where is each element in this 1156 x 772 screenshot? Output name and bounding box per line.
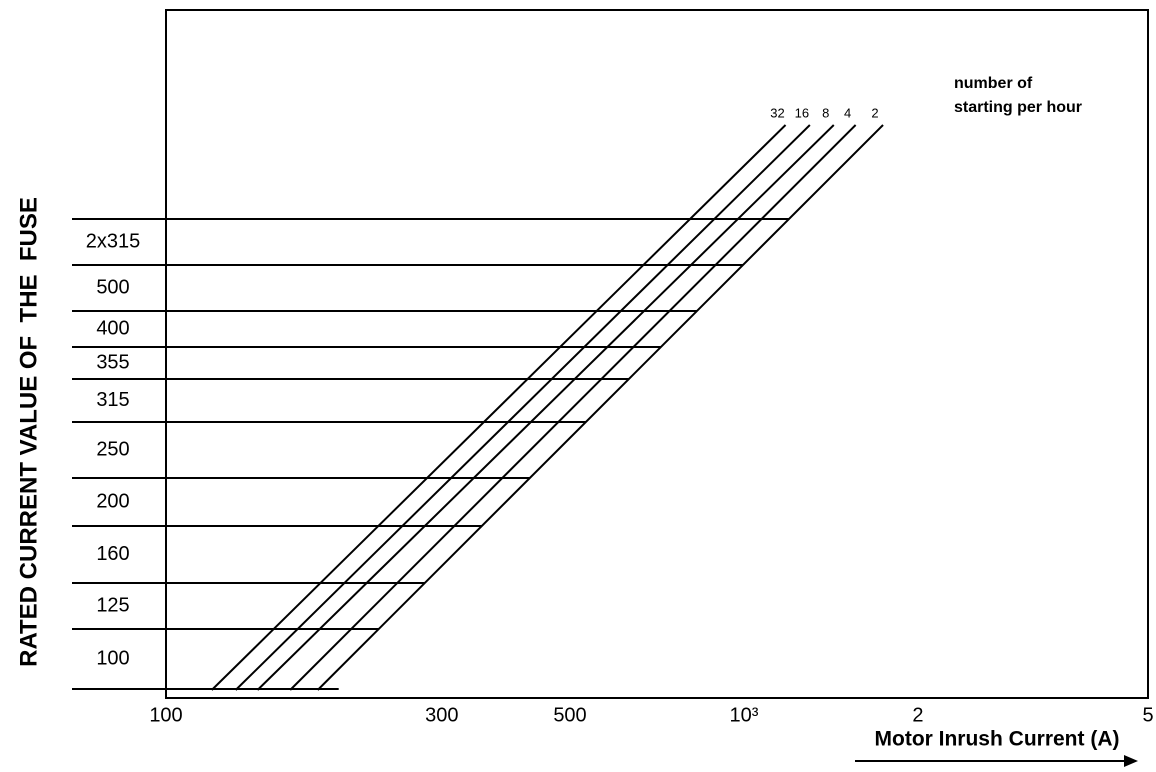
y-category-label: 250 (96, 438, 129, 460)
series-line (234, 124, 811, 691)
legend-title: starting per hour (954, 99, 1082, 116)
y-category-label: 355 (96, 351, 129, 373)
x-tick-label: 5 (1142, 704, 1153, 726)
arrow-head (1124, 755, 1138, 767)
series-label: 2 (871, 105, 878, 120)
x-tick-label: 2 (912, 704, 923, 726)
plot-frame (165, 9, 1149, 699)
y-category-label: 125 (96, 594, 129, 616)
y-category-label: 160 (96, 543, 129, 565)
series-line (316, 124, 884, 691)
x-axis-title: Motor Inrush Current (A) (875, 728, 1120, 751)
y-category-label: 2x315 (86, 230, 141, 252)
y-category-label: 500 (96, 276, 129, 298)
series-line (289, 124, 857, 691)
x-tick-label: 500 (553, 704, 586, 726)
y-category-label: 200 (96, 490, 129, 512)
series-label: 8 (822, 105, 829, 120)
y-category-label: 315 (96, 389, 129, 411)
series-line (256, 124, 835, 691)
series-label: 4 (844, 105, 851, 120)
legend-title: number of (954, 75, 1033, 92)
y-axis-title: RATED CURRENT VALUE OF THE FUSE (15, 197, 42, 667)
x-tick-label: 10³ (730, 704, 759, 726)
series-line (211, 124, 787, 691)
y-category-label: 400 (96, 317, 129, 339)
y-category-label: 100 (96, 647, 129, 669)
series-label: 32 (770, 105, 784, 120)
x-tick-label: 100 (149, 704, 182, 726)
series-label: 16 (795, 105, 809, 120)
x-tick-label: 300 (425, 704, 458, 726)
